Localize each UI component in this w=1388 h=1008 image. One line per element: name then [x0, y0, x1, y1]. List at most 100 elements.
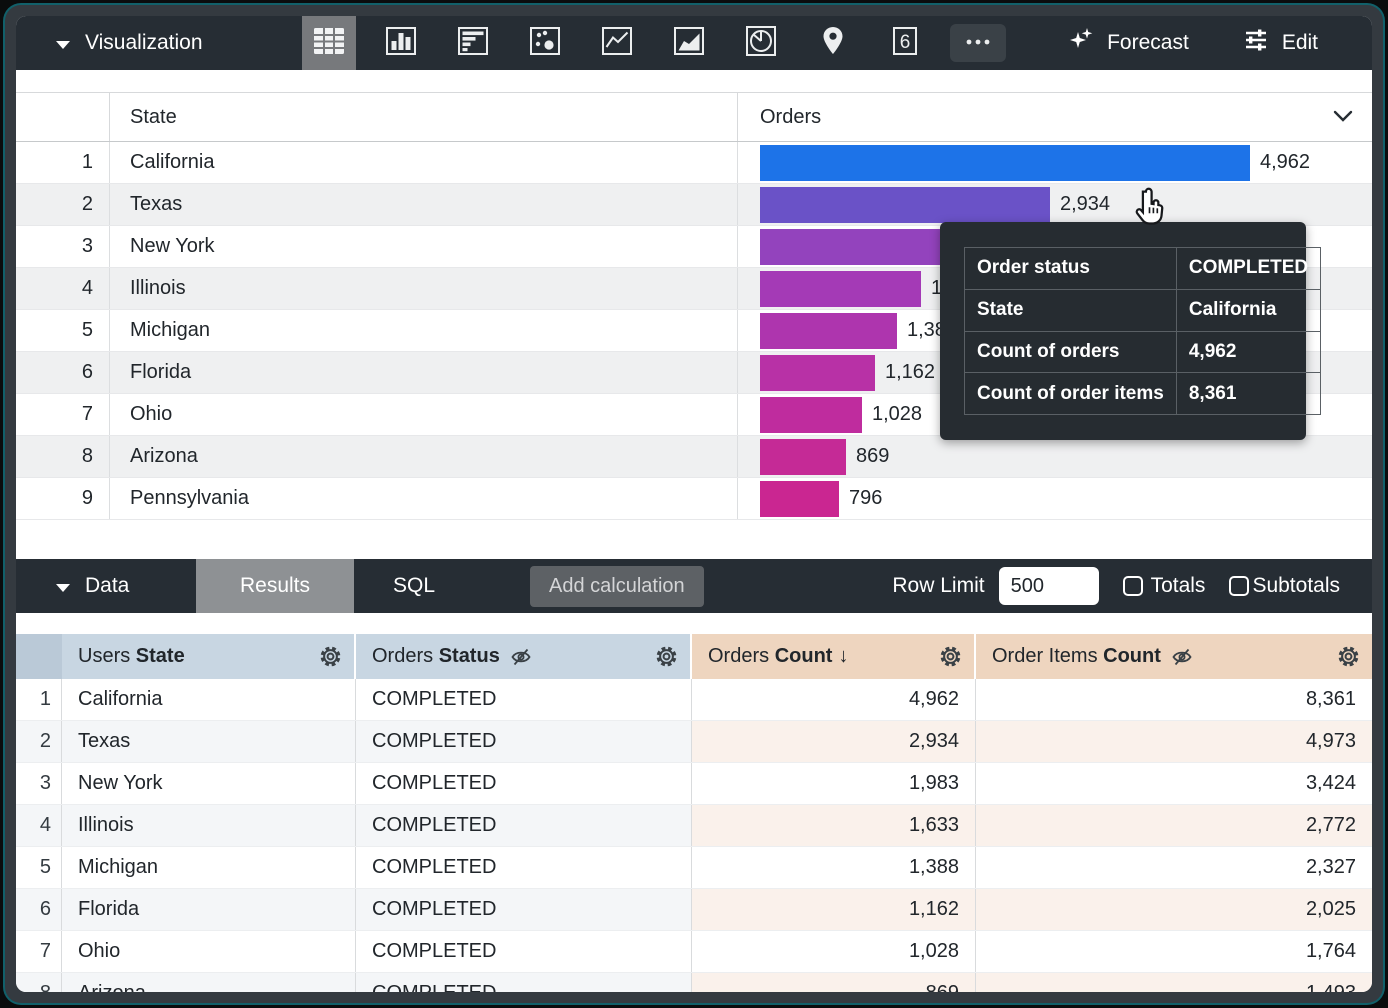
orders-bar[interactable]: [760, 354, 875, 391]
cell-state[interactable]: California: [62, 679, 356, 720]
pie-chart-icon: [745, 25, 777, 62]
table-row: 7 Ohio COMPLETED 1,028 1,764: [16, 931, 1372, 973]
viz-type-table-chart[interactable]: [302, 16, 356, 70]
cell-count[interactable]: 1,983: [692, 763, 976, 804]
state-cell[interactable]: Texas: [110, 184, 738, 225]
cell-state[interactable]: New York: [62, 763, 356, 804]
viz-table-header: State Orders: [16, 92, 1372, 142]
cell-count[interactable]: 1,028: [692, 931, 976, 972]
cell-status[interactable]: COMPLETED: [356, 805, 692, 846]
cell-status[interactable]: COMPLETED: [356, 847, 692, 888]
state-cell[interactable]: Arizona: [110, 436, 738, 477]
viz-type-column-chart[interactable]: [374, 16, 428, 70]
orders-bar[interactable]: [760, 312, 897, 349]
subtotals-checkbox[interactable]: [1229, 576, 1250, 596]
cell-count[interactable]: 3,424: [1305, 772, 1356, 794]
tab-results[interactable]: Results: [196, 559, 354, 613]
orders-bar[interactable]: [760, 270, 921, 307]
cell-count[interactable]: 869: [692, 973, 976, 992]
cell-status[interactable]: COMPLETED: [356, 763, 692, 804]
viz-type-line-chart[interactable]: [590, 16, 644, 70]
viz-type-area-chart[interactable]: [662, 16, 716, 70]
state-cell[interactable]: Ohio: [110, 394, 738, 435]
cell-state[interactable]: Ohio: [62, 931, 356, 972]
orders-bar[interactable]: [760, 186, 1050, 223]
row-number: 1: [16, 679, 62, 720]
column-header-order-items-count[interactable]: Order Items Count: [976, 634, 1372, 679]
area-chart-icon: [673, 26, 705, 61]
cell-status[interactable]: COMPLETED: [356, 931, 692, 972]
viz-type-more-options[interactable]: [950, 24, 1006, 62]
forecast-button[interactable]: Forecast: [1068, 27, 1189, 59]
map-chart-icon: [820, 25, 846, 62]
state-cell[interactable]: Michigan: [110, 310, 738, 351]
column-header-orders-count[interactable]: Orders Count ↓: [692, 634, 976, 679]
line-chart-icon: [601, 26, 633, 61]
cell-count[interactable]: 4,973: [976, 721, 1372, 762]
totals-toggle[interactable]: Totals: [1122, 574, 1205, 598]
cell-count[interactable]: 8,361: [1305, 688, 1356, 710]
orders-cell: 1,162: [738, 352, 1372, 393]
cell-count[interactable]: 1,388: [692, 847, 976, 888]
state-cell[interactable]: California: [110, 142, 738, 183]
viz-type-scatter-chart[interactable]: [518, 16, 572, 70]
state-cell[interactable]: Illinois: [110, 268, 738, 309]
orders-column-header[interactable]: Orders: [738, 93, 1372, 141]
state-cell[interactable]: New York: [110, 226, 738, 267]
cell-status[interactable]: COMPLETED: [356, 721, 692, 762]
add-calculation-button[interactable]: Add calculation: [530, 565, 704, 607]
cell-count[interactable]: 2,772: [976, 805, 1372, 846]
viz-type-pie-chart[interactable]: [734, 16, 788, 70]
tooltip-value: California: [1175, 288, 1322, 332]
totals-checkbox[interactable]: [1122, 576, 1143, 596]
gear-icon[interactable]: [937, 643, 964, 670]
cell-state[interactable]: Florida: [62, 889, 356, 930]
cell-state[interactable]: Arizona: [62, 973, 356, 992]
tooltip-table: Order status COMPLETED State California …: [964, 247, 1322, 415]
cell-count[interactable]: 4,962: [692, 679, 976, 720]
orders-bar[interactable]: [760, 228, 956, 265]
table-row: 8ArizonaCOMPLETED8691,493: [16, 973, 1372, 992]
orders-value-label: 4,962: [1260, 151, 1311, 173]
cell-state[interactable]: Illinois: [62, 805, 356, 846]
data-title: Data: [85, 574, 130, 597]
edit-button[interactable]: Edit: [1243, 27, 1318, 59]
state-cell[interactable]: Pennsylvania: [110, 478, 738, 519]
cell-count[interactable]: 2,934: [692, 721, 976, 762]
state-cell[interactable]: Florida: [110, 352, 738, 393]
column-header-orders-status[interactable]: Orders Status: [356, 634, 692, 679]
viz-type-map-chart[interactable]: [806, 16, 860, 70]
gear-icon[interactable]: [1335, 643, 1362, 670]
cell-count[interactable]: 2,327: [1305, 856, 1356, 878]
data-section-toggle[interactable]: Data: [16, 574, 196, 598]
cell-count[interactable]: 1,633: [692, 805, 976, 846]
cell-state[interactable]: Michigan: [62, 847, 356, 888]
cell-state[interactable]: Texas: [62, 721, 356, 762]
cell-count[interactable]: 1,493: [976, 973, 1372, 992]
orders-bar[interactable]: [760, 144, 1250, 181]
cell-status[interactable]: COMPLETED: [356, 679, 692, 720]
results-table-body: 1 California COMPLETED 4,962 8,361 2 Texas COM…: [16, 679, 1372, 992]
orders-bar[interactable]: [760, 480, 839, 517]
row-number: 4: [16, 805, 62, 846]
orders-cell: 1,028: [738, 394, 1372, 435]
viz-type-single-value[interactable]: 6: [878, 16, 932, 70]
visualization-section-toggle[interactable]: Visualization: [16, 31, 302, 55]
column-header-users-state[interactable]: Users State: [62, 634, 356, 679]
cell-status[interactable]: COMPLETED: [356, 889, 692, 930]
orders-bar[interactable]: [760, 396, 862, 433]
row-limit-input[interactable]: [998, 567, 1099, 605]
chevron-down-icon[interactable]: [1332, 106, 1354, 129]
state-column-header[interactable]: State: [110, 93, 738, 141]
cell-status[interactable]: COMPLETED: [356, 973, 692, 992]
cell-count[interactable]: 2,025: [976, 889, 1372, 930]
subtotals-toggle[interactable]: Subtotals: [1229, 574, 1340, 598]
tab-sql[interactable]: SQL: [392, 574, 436, 597]
viz-type-bar-chart[interactable]: [446, 16, 500, 70]
cell-count[interactable]: 1,764: [1305, 940, 1356, 962]
eye-off-icon: [509, 646, 533, 668]
orders-bar[interactable]: [760, 438, 846, 475]
gear-icon[interactable]: [317, 643, 344, 670]
gear-icon[interactable]: [653, 643, 680, 670]
cell-count[interactable]: 1,162: [692, 889, 976, 930]
